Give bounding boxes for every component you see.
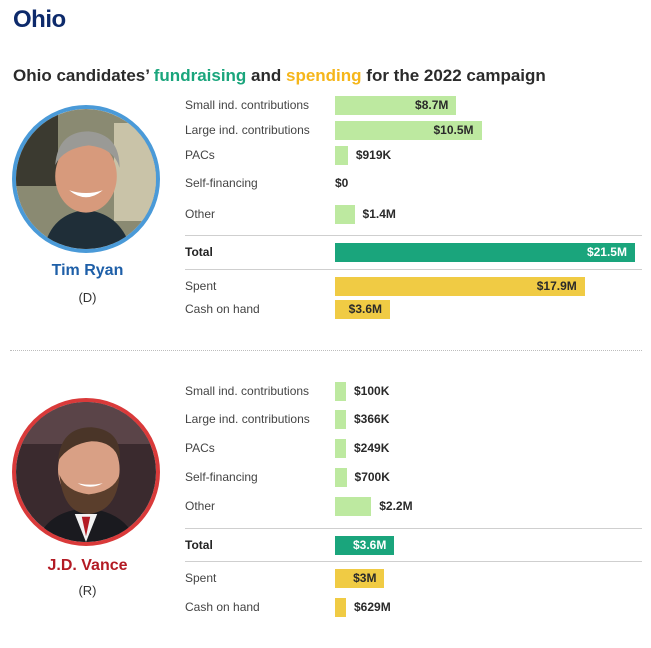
chart-row: Cash on hand $3.6M [185, 300, 642, 320]
row-label: Large ind. contributions [185, 412, 310, 426]
chart-row: PACs $249K [185, 439, 642, 459]
candidate-divider [10, 350, 642, 351]
candidate-photo-tim-ryan-icon [16, 109, 156, 249]
candidate-name: Tim Ryan [51, 262, 124, 279]
bar-value-label: $0 [335, 176, 349, 190]
bar-contribution [335, 96, 457, 115]
chart-title-spending: spending [286, 66, 362, 85]
bar-value-label: $366K [354, 412, 390, 426]
bar-value-label: $629M [354, 600, 391, 614]
row-label: PACs [185, 441, 215, 455]
state-title: Ohio [13, 6, 66, 33]
bar-value-label: $249K [354, 441, 390, 455]
bar-value-label: $3M [353, 571, 377, 585]
bar-spending [335, 598, 346, 617]
bar-value-label: $3.6M [348, 302, 382, 316]
row-separator [185, 235, 642, 236]
bar-contribution [335, 468, 347, 487]
chart-row: Self-financing $0 [185, 174, 642, 194]
candidate-name: J.D. Vance [47, 557, 128, 574]
bar-value-label: $100K [354, 384, 390, 398]
bar-spending [335, 277, 585, 296]
row-separator [185, 528, 642, 529]
row-label: Spent [185, 279, 217, 293]
bar-value-label: $700K [354, 470, 390, 484]
chart-row: Spent $17.9M [185, 277, 642, 297]
chart-title-part3: for the 2022 campaign [361, 66, 546, 85]
row-separator [185, 561, 642, 562]
row-label: Self-financing [185, 176, 258, 190]
bar-contribution [335, 205, 355, 224]
chart-row: Other $2.2M [185, 497, 642, 517]
bar-contribution [335, 439, 346, 458]
row-label: PACs [185, 148, 215, 162]
chart-row: Small ind. contributions $8.7M [185, 96, 642, 116]
bar-value-label: $17.9M [536, 279, 577, 293]
row-label: Cash on hand [185, 600, 260, 614]
bar-value-label: $1.4M [362, 207, 396, 221]
row-separator [185, 269, 642, 270]
bar-value-label: $8.7M [415, 98, 449, 112]
row-label: Total [185, 245, 213, 259]
row-label: Spent [185, 571, 217, 585]
candidate-photo-jd-vance [12, 398, 160, 546]
chart-row: PACs $919K [185, 146, 642, 166]
bar-value-label: $2.2M [379, 499, 413, 513]
chart-title-part1: Ohio candidates’ [13, 66, 154, 85]
bar-total [335, 243, 635, 262]
bar-contribution [335, 497, 372, 516]
bar-spending [335, 569, 385, 588]
chart-row: Large ind. contributions $366K [185, 410, 642, 430]
candidate-party: (R) [78, 583, 97, 598]
candidate-photo-tim-ryan [12, 105, 160, 253]
bar-contribution [335, 410, 346, 429]
row-label: Other [185, 499, 216, 513]
candidate-photo-jd-vance-icon [16, 402, 156, 542]
chart-row: Other $1.4M [185, 205, 642, 225]
bar-total [335, 536, 395, 555]
chart-row: Total $21.5M [185, 243, 642, 263]
row-label: Small ind. contributions [185, 384, 310, 398]
chart-title-fundraising: fundraising [153, 66, 247, 85]
chart-row: Cash on hand $629M [185, 598, 642, 618]
row-label: Cash on hand [185, 302, 260, 316]
chart-title: Ohio candidates’ fundraising and spendin… [13, 66, 546, 86]
row-label: Self-financing [185, 470, 258, 484]
chart-row: Large ind. contributions $10.5M [185, 121, 642, 141]
row-label: Small ind. contributions [185, 98, 310, 112]
bar-spending [335, 300, 390, 319]
bar-contribution [335, 121, 482, 140]
bar-value-label: $3.6M [352, 538, 387, 552]
chart-row: Spent $3M [185, 569, 642, 589]
bar-value-label: $21.5M [586, 245, 627, 259]
bar-contribution [335, 382, 346, 401]
chart-title-part2: and [246, 66, 286, 85]
row-label: Large ind. contributions [185, 123, 310, 137]
row-label: Total [185, 538, 213, 552]
bar-value-label: $10.5M [433, 123, 474, 137]
row-label: Other [185, 207, 216, 221]
bar-contribution [335, 146, 348, 165]
candidate-party: (D) [78, 290, 97, 305]
bar-value-label: $919K [355, 148, 392, 162]
chart-row: Total $3.6M [185, 536, 642, 556]
chart-row: Small ind. contributions $100K [185, 382, 642, 402]
chart-row: Self-financing $700K [185, 468, 642, 488]
